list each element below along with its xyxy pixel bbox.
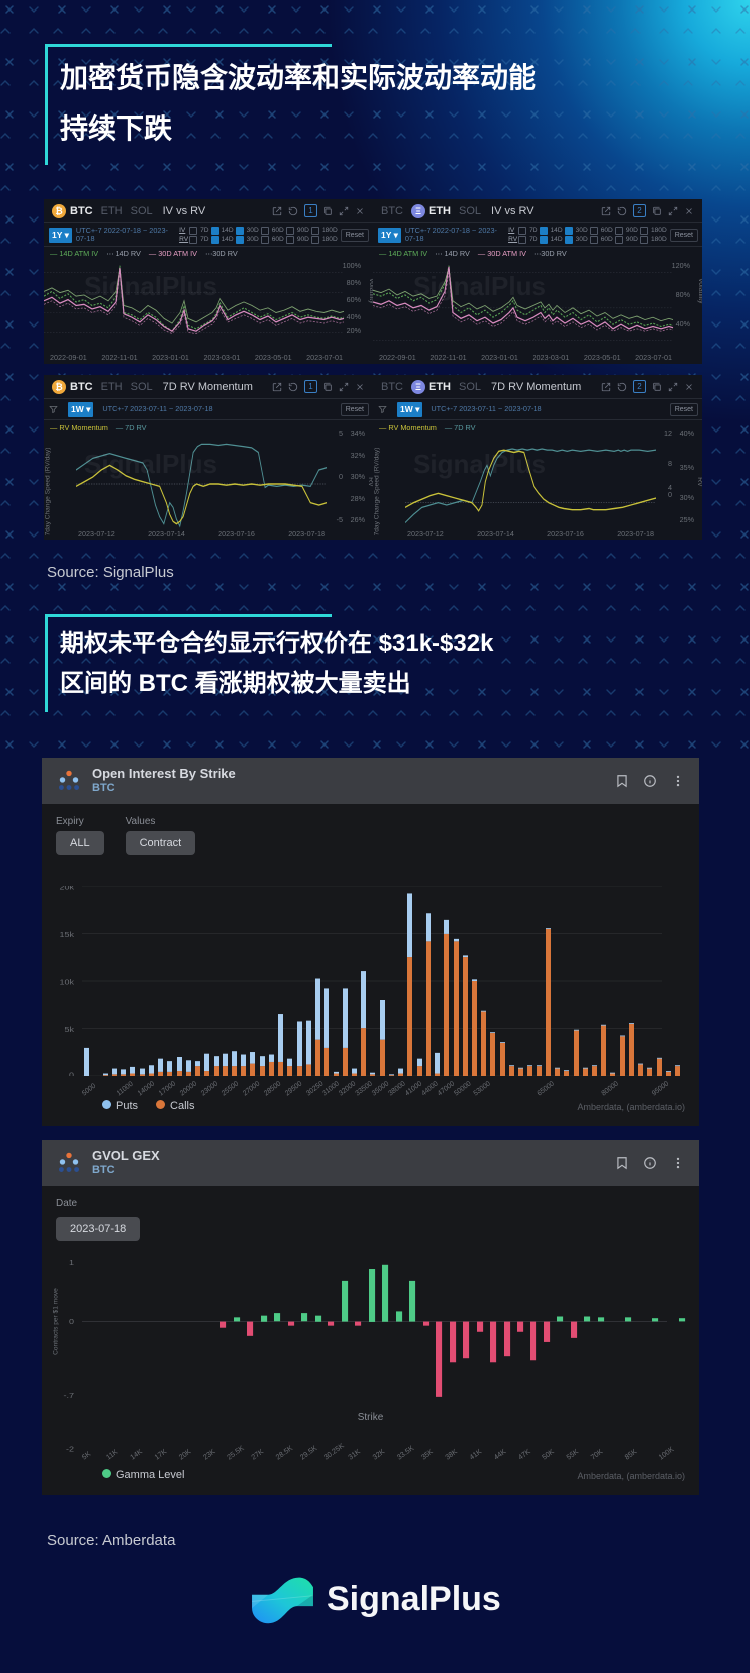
svg-text:23K: 23K [202,1447,217,1461]
svg-text:32K: 32K [371,1447,386,1461]
svg-text:0: 0 [69,1071,74,1076]
svg-text:-2: -2 [66,1444,74,1453]
svg-text:30.25K: 30.25K [323,1442,346,1462]
svg-text:11K: 11K [105,1448,120,1462]
svg-text:53000: 53000 [473,1080,492,1098]
svg-text:47K: 47K [517,1447,532,1461]
svg-text:85K: 85K [623,1447,638,1461]
svg-text:5000: 5000 [82,1082,97,1097]
svg-text:65000: 65000 [537,1080,556,1098]
svg-text:5K: 5K [82,1450,92,1462]
svg-text:100K: 100K [657,1445,675,1462]
svg-text:20k: 20k [59,886,74,891]
svg-text:33500: 33500 [355,1080,374,1098]
svg-text:15k: 15k [59,930,74,938]
svg-text:14K: 14K [129,1447,144,1461]
svg-text:0: 0 [69,1317,74,1326]
svg-text:20000: 20000 [179,1080,198,1098]
svg-text:41000: 41000 [404,1080,423,1098]
svg-text:1: 1 [69,1258,74,1267]
svg-text:27K: 27K [250,1447,265,1461]
svg-text:5k: 5k [64,1025,74,1033]
svg-text:30250: 30250 [305,1080,324,1098]
svg-text:32000: 32000 [338,1080,357,1098]
svg-text:70K: 70K [589,1447,604,1461]
svg-text:50K: 50K [541,1447,556,1461]
svg-text:-.7: -.7 [63,1391,74,1400]
svg-text:35000: 35000 [371,1080,390,1098]
svg-text:95000: 95000 [651,1080,670,1098]
svg-text:44K: 44K [493,1447,508,1461]
svg-text:38000: 38000 [388,1080,407,1098]
svg-text:28500: 28500 [263,1080,282,1098]
svg-text:28.5K: 28.5K [274,1444,294,1462]
svg-text:17000: 17000 [158,1080,177,1098]
svg-text:31000: 31000 [322,1080,341,1098]
svg-text:11000: 11000 [116,1080,135,1097]
svg-text:29.5K: 29.5K [299,1444,319,1462]
svg-text:23000: 23000 [200,1080,219,1098]
svg-text:25500: 25500 [221,1080,240,1098]
svg-text:35K: 35K [420,1447,435,1461]
svg-text:31K: 31K [347,1447,362,1461]
svg-text:27000: 27000 [242,1080,261,1098]
svg-text:55K: 55K [565,1447,580,1461]
svg-text:17K: 17K [153,1447,168,1461]
svg-text:44000: 44000 [420,1080,439,1098]
svg-text:33.5K: 33.5K [396,1444,416,1462]
svg-text:47000: 47000 [437,1080,456,1098]
svg-text:25.5K: 25.5K [226,1444,246,1462]
svg-text:14000: 14000 [137,1080,156,1098]
svg-text:10k: 10k [59,978,74,986]
svg-text:38K: 38K [444,1447,459,1461]
svg-text:20K: 20K [177,1447,192,1461]
svg-text:80000: 80000 [601,1080,620,1098]
svg-text:29500: 29500 [284,1080,303,1098]
svg-text:50000: 50000 [453,1080,472,1098]
svg-text:41K: 41K [468,1447,483,1461]
